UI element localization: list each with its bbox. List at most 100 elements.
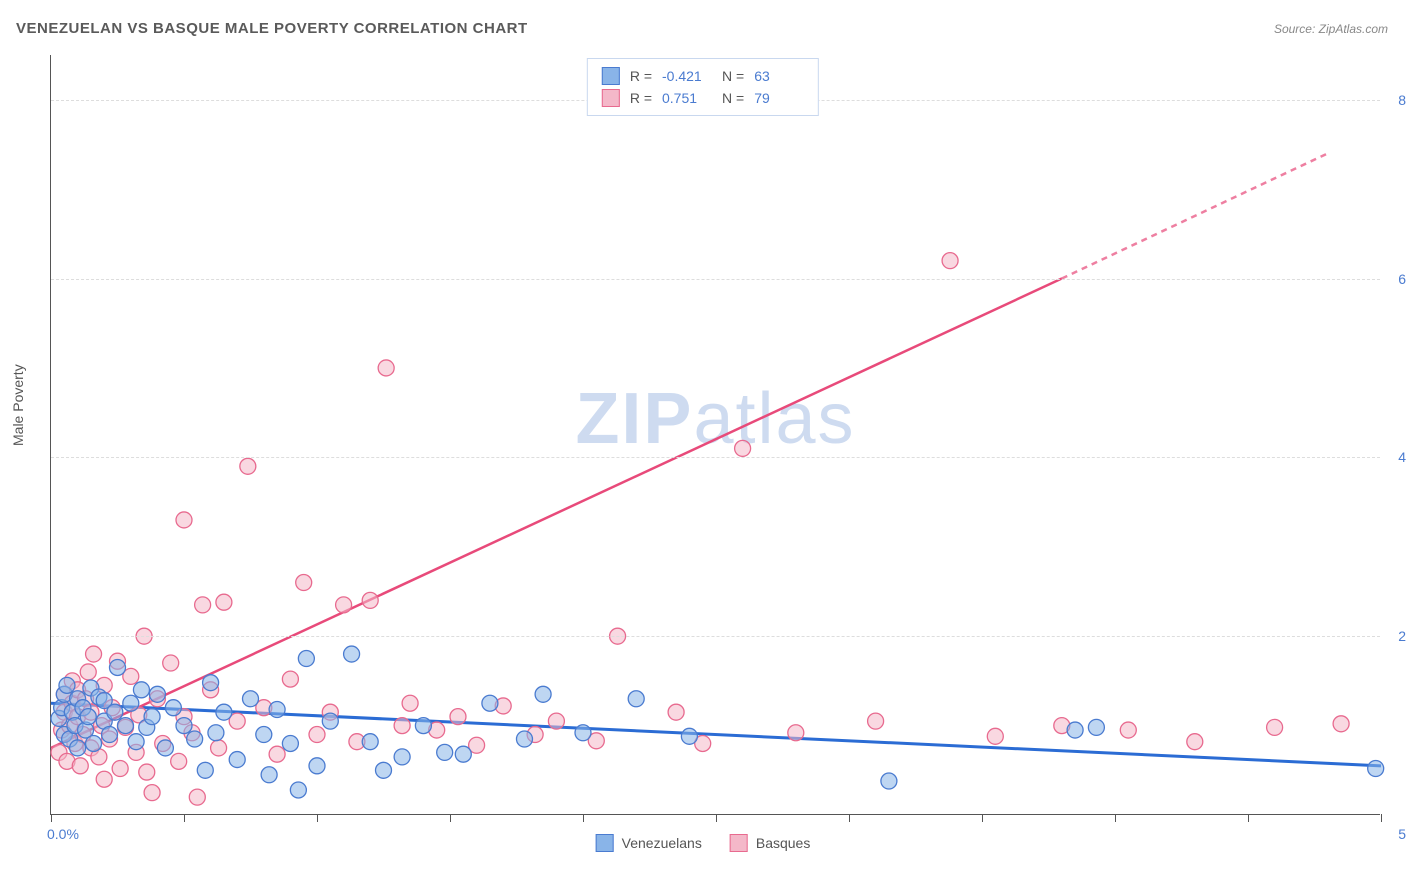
correlation-row-basques: R =0.751N =79 [602,87,804,109]
data-point-basques [189,789,205,805]
data-point-venezuelans [208,725,224,741]
data-point-basques [296,575,312,591]
gridline [51,636,1380,637]
data-point-basques [378,360,394,376]
data-point-venezuelans [322,713,338,729]
data-point-venezuelans [107,704,123,720]
data-point-venezuelans [187,731,203,747]
trend-line-basques [51,279,1062,748]
data-point-basques [1187,734,1203,750]
data-point-venezuelans [535,686,551,702]
data-point-venezuelans [176,718,192,734]
data-point-basques [868,713,884,729]
data-point-venezuelans [394,749,410,765]
data-point-basques [942,253,958,269]
data-point-basques [394,718,410,734]
data-point-basques [548,713,564,729]
data-point-basques [96,771,112,787]
source-attribution: Source: ZipAtlas.com [1274,22,1388,36]
data-point-venezuelans [269,701,285,717]
data-point-venezuelans [123,695,139,711]
data-point-venezuelans [110,659,126,675]
data-point-venezuelans [298,651,314,667]
data-point-basques [735,440,751,456]
x-tick [1381,814,1382,822]
r-label: R = [630,90,652,106]
data-point-venezuelans [157,740,173,756]
x-tick [583,814,584,822]
data-point-venezuelans [165,700,181,716]
data-point-basques [112,761,128,777]
legend-label: Basques [756,835,810,851]
data-point-basques [240,458,256,474]
gridline [51,457,1380,458]
data-point-venezuelans [59,677,75,693]
r-value: -0.421 [662,68,712,84]
x-tick [849,814,850,822]
data-point-venezuelans [149,686,165,702]
data-point-venezuelans [309,758,325,774]
legend-item-venezuelans: Venezuelans [596,834,702,852]
data-point-basques [163,655,179,671]
data-point-basques [80,664,96,680]
data-point-basques [788,725,804,741]
data-point-venezuelans [681,728,697,744]
legend-swatch [730,834,748,852]
data-point-basques [176,512,192,528]
data-point-venezuelans [128,734,144,750]
data-point-venezuelans [516,731,532,747]
x-tick [450,814,451,822]
x-tick [184,814,185,822]
x-tick [982,814,983,822]
r-value: 0.751 [662,90,712,106]
data-point-venezuelans [1088,719,1104,735]
data-point-basques [450,709,466,725]
data-point-basques [216,594,232,610]
data-point-venezuelans [197,762,213,778]
data-point-venezuelans [282,735,298,751]
legend-label: Venezuelans [622,835,702,851]
y-tick-label: 60.0% [1398,271,1406,287]
gridline [51,279,1380,280]
data-point-venezuelans [70,740,86,756]
plot-area: ZIPatlas 20.0%40.0%60.0%80.0%0.0%50.0% [50,55,1380,815]
series-legend: Venezuelans Basques [596,834,811,852]
data-point-venezuelans [86,735,102,751]
x-tick [1115,814,1116,822]
data-point-venezuelans [344,646,360,662]
x-min-label: 0.0% [47,826,79,842]
data-point-venezuelans [415,718,431,734]
x-tick [51,814,52,822]
data-point-basques [668,704,684,720]
data-point-venezuelans [203,675,219,691]
x-tick [317,814,318,822]
n-value: 63 [754,68,804,84]
data-point-venezuelans [881,773,897,789]
data-point-venezuelans [290,782,306,798]
data-point-venezuelans [216,704,232,720]
data-point-basques [86,646,102,662]
data-point-venezuelans [1368,761,1384,777]
legend-swatch [596,834,614,852]
plot-svg [51,55,1380,814]
n-value: 79 [754,90,804,106]
data-point-venezuelans [362,734,378,750]
data-point-basques [336,597,352,613]
data-point-venezuelans [102,727,118,743]
r-label: R = [630,68,652,84]
data-point-venezuelans [243,691,259,707]
data-point-basques [269,746,285,762]
data-point-venezuelans [144,709,160,725]
data-point-venezuelans [482,695,498,711]
data-point-basques [195,597,211,613]
data-point-basques [282,671,298,687]
data-point-venezuelans [437,744,453,760]
correlation-row-venezuelans: R = -0.421 N = 63 [602,65,804,87]
data-point-basques [1333,716,1349,732]
n-label: N = [722,68,744,84]
data-point-basques [1120,722,1136,738]
y-axis-title: Male Poverty [10,364,26,446]
data-point-venezuelans [117,718,133,734]
data-point-venezuelans [376,762,392,778]
data-point-basques [987,728,1003,744]
